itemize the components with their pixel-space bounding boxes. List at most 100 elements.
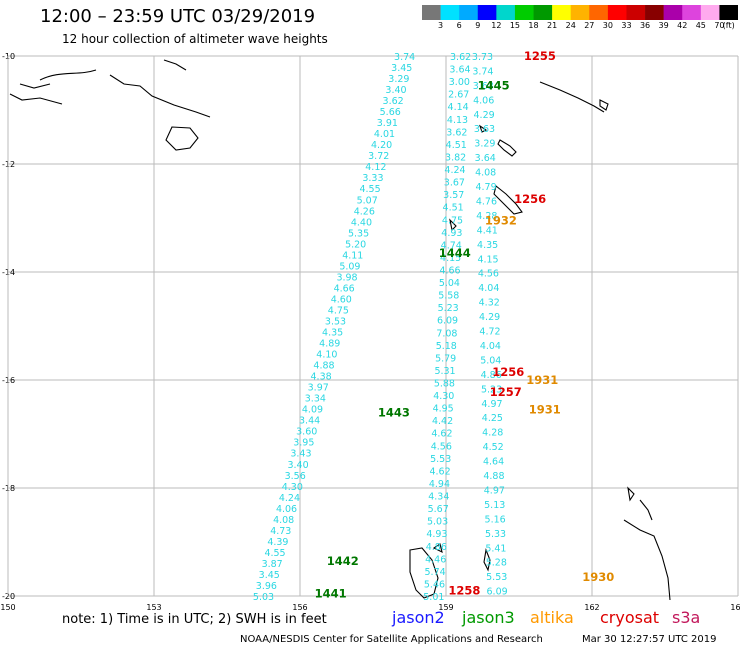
colorbar-swatch (700, 5, 720, 20)
footnote: note: 1) Time is in UTC; 2) SWH is in fe… (62, 612, 327, 627)
credit: NOAA/NESDIS Center for Satellite Applica… (240, 634, 543, 645)
lon-tick-label: 159 (438, 603, 453, 612)
wave-height-value: 5.20 (345, 239, 366, 250)
colorbar-swatch (496, 5, 516, 20)
wave-height-value: 5.46 (424, 579, 445, 590)
wave-height-value: 5.41 (485, 543, 506, 554)
wave-height-value: 3.44 (299, 416, 320, 427)
wave-height-value: 4.29 (474, 110, 495, 121)
coastlines (9, 59, 671, 601)
colorbar (422, 5, 738, 20)
colorbar-swatch (459, 5, 479, 20)
lat-tick-label: -10 (2, 52, 15, 61)
wave-height-value: 4.20 (371, 140, 392, 151)
wave-height-value: 3.97 (308, 383, 329, 394)
legend-jason3: jason3 (462, 608, 515, 627)
wave-height-value: 5.07 (357, 195, 378, 206)
colorbar-swatch (514, 5, 534, 20)
colorbar-label: 21 (547, 21, 558, 30)
wave-height-value: 5.31 (434, 366, 455, 377)
colorbar-swatch (663, 5, 683, 20)
wave-height-value: 5.16 (485, 514, 506, 525)
wave-height-value: 5.23 (438, 303, 459, 314)
wave-height-value: 3.67 (444, 178, 465, 189)
wave-height-value: 4.28 (482, 428, 503, 439)
wave-height-value: 4.93 (441, 228, 462, 239)
colorbar-swatch (589, 5, 609, 20)
wave-height-value: 5.58 (438, 291, 459, 302)
wave-height-value: 5.04 (480, 355, 501, 366)
wave-height-value: 4.11 (342, 250, 363, 261)
wave-height-value: 4.35 (477, 240, 498, 251)
colorbar-label: 30 (602, 21, 613, 30)
wave-height-value: 3.96 (256, 581, 277, 592)
wave-height-value: 4.28 (476, 211, 497, 222)
lat-tick-label: -16 (2, 376, 15, 385)
wave-height-value: 4.55 (264, 548, 285, 559)
lon-tick-label: 150 (0, 603, 15, 612)
wave-height-value: 5.67 (428, 504, 449, 515)
wave-height-value: 3.72 (368, 151, 389, 162)
wave-height-value: 4.24 (444, 165, 465, 176)
wave-height-value: 3.62 (446, 127, 467, 138)
lon-tick-label: 162 (584, 603, 599, 612)
coastline-solomons (449, 81, 609, 232)
colorbar-label: 27 (584, 21, 595, 30)
wave-height-value: 5.04 (439, 278, 460, 289)
wave-height-value: 4.34 (428, 492, 449, 503)
colorbar-label: 6 (456, 21, 462, 30)
wave-height-value: 4.93 (426, 529, 447, 540)
colorbar-swatch (607, 5, 627, 20)
colorbar-label: 18 (528, 21, 539, 30)
wave-height-value: 4.39 (267, 537, 288, 548)
wave-height-value: 7.08 (436, 328, 457, 339)
wave-height-value: 4.38 (311, 372, 332, 383)
wave-height-value: 3.62 (450, 52, 471, 63)
pass-time-label: 1443 (378, 405, 410, 419)
legend-jason2: jason2 (392, 608, 445, 627)
coastline-png (9, 59, 211, 151)
colorbar-labels: 3 6 9 12 15 18 21 24 27 30 33 36 39 42 45 70 (ft) (422, 21, 738, 35)
colorbar-swatch (570, 5, 590, 20)
lon-tick-label: 156 (292, 603, 307, 612)
map-title: 12:00 – 23:59 UTC 03/29/2019 (40, 6, 316, 27)
wave-height-value: 4.89 (319, 339, 340, 350)
pass-time-label: 1444 (439, 246, 471, 260)
wave-height-value: 4.15 (440, 253, 461, 264)
map-subtitle: 12 hour collection of altimeter wave hei… (62, 32, 328, 46)
lat-tick-label: -18 (2, 484, 15, 493)
pass-time-label: 1931 (526, 373, 558, 387)
wave-height-value: 4.72 (479, 327, 500, 338)
wave-height-value: 5.66 (380, 107, 401, 118)
wave-height-value: 4.35 (322, 328, 343, 339)
wave-height-value: 3.45 (259, 570, 280, 581)
wave-height-value: 4.94 (429, 479, 450, 490)
colorbar-label: 45 (695, 21, 706, 30)
wave-height-value: 4.62 (431, 429, 452, 440)
wave-height-value: 5.09 (339, 261, 360, 272)
wave-height-value: 4.73 (270, 526, 291, 537)
wave-height-value: 3.40 (287, 460, 308, 471)
wave-height-value: 3.82 (445, 152, 466, 163)
wave-height-value: 3.40 (385, 85, 406, 96)
wave-height-value: 4.06 (276, 504, 297, 515)
wave-height-value: 4.86 (481, 370, 502, 381)
wave-height-value: 4.08 (273, 515, 294, 526)
coastline-newcaledonia (409, 486, 671, 601)
wave-height-value: 4.75 (328, 305, 349, 316)
wave-height-value: 4.08 (475, 168, 496, 179)
pass-time-label: 1930 (582, 570, 614, 584)
wave-height-value: 4.06 (473, 95, 494, 106)
pass-time-label: 1258 (448, 584, 480, 598)
wave-height-value: 4.66 (334, 283, 355, 294)
wave-height-value: 4.62 (429, 466, 450, 477)
wave-height-value: 4.88 (483, 471, 504, 482)
wave-height-value: 4.32 (479, 298, 500, 309)
pass-time-labels: 1255144512561932144412561931125719311443… (315, 49, 615, 600)
wave-height-value: 3.57 (443, 190, 464, 201)
wave-height-value: 3.60 (296, 427, 317, 438)
legend-s3a: s3a (672, 608, 701, 627)
wave-height-value: 4.41 (477, 225, 498, 236)
wave-tracks: 3.743.453.293.403.625.663.914.014.203.72… (253, 52, 508, 603)
